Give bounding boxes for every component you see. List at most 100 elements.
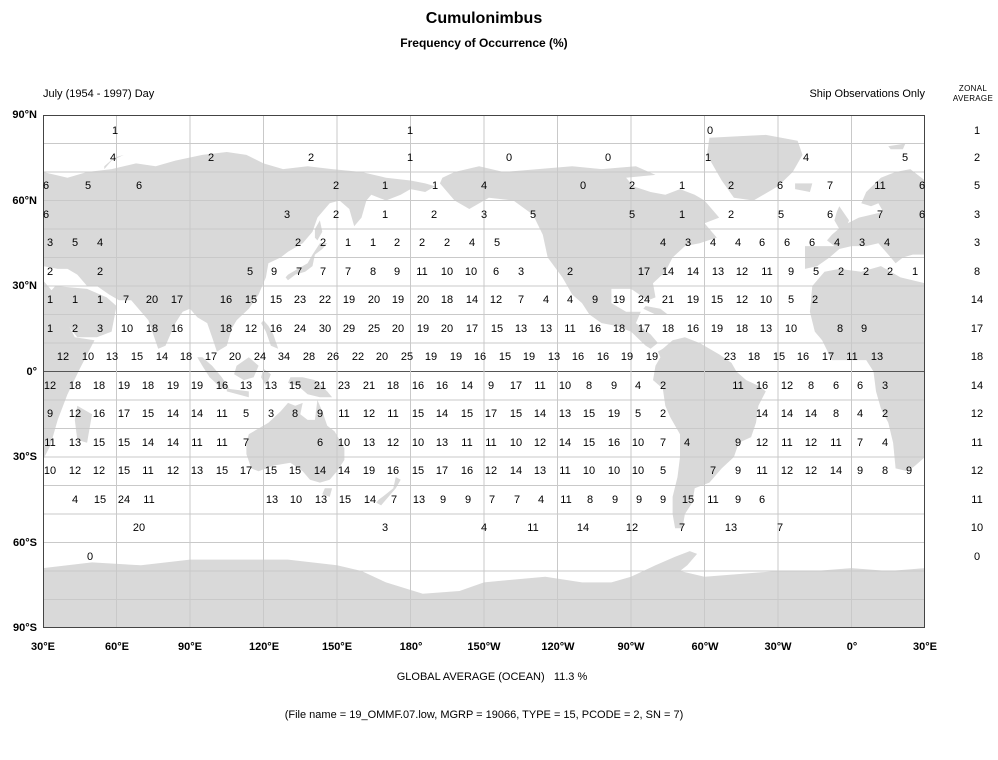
grid-value: 2	[307, 152, 315, 164]
landmass	[322, 488, 333, 497]
grid-value: 19	[416, 323, 430, 335]
landmass	[285, 243, 328, 281]
landmass	[50, 286, 117, 338]
grid-value: 2	[319, 237, 327, 249]
grid-value: 13	[412, 494, 426, 506]
grid-value: 8	[881, 465, 889, 477]
grid-value: 13	[558, 408, 572, 420]
grid-value: 5	[812, 266, 820, 278]
grid-value: 15	[244, 294, 258, 306]
grid-value: 2	[96, 266, 104, 278]
zonal-average-header-line2: AVERAGE	[952, 94, 994, 103]
grid-value: 6	[918, 180, 926, 192]
grid-value: 5	[246, 266, 254, 278]
grid-value: 19	[190, 380, 204, 392]
grid-value: 0	[706, 125, 714, 137]
grid-value: 15	[582, 408, 596, 420]
grid-value: 14	[576, 522, 590, 534]
grid-value: 9	[860, 323, 868, 335]
grid-value: 9	[393, 266, 401, 278]
grid-value: 11	[707, 494, 719, 506]
grid-value: 15	[338, 494, 352, 506]
grid-value: 15	[215, 465, 229, 477]
grid-value: 13	[362, 437, 376, 449]
grid-value: 16	[215, 380, 229, 392]
grid-value: 12	[533, 437, 547, 449]
grid-value: 11	[416, 266, 428, 278]
grid-value: 11	[559, 465, 571, 477]
grid-value: 6	[492, 266, 500, 278]
grid-value: 6	[832, 380, 840, 392]
grid-value: 11	[534, 380, 546, 392]
grid-value: 24	[253, 351, 267, 363]
zonal-average-value: 8	[973, 266, 981, 278]
grid-value: 11	[761, 266, 773, 278]
grid-value: 14	[558, 437, 572, 449]
grid-value: 11	[874, 180, 886, 192]
grid-value: 5	[628, 209, 636, 221]
grid-value: 15	[264, 465, 278, 477]
grid-value: 4	[468, 237, 476, 249]
grid-value: 13	[264, 380, 278, 392]
grid-value: 14	[780, 408, 794, 420]
grid-value: 16	[796, 351, 810, 363]
grid-value: 10	[558, 380, 572, 392]
grid-value: 13	[314, 494, 328, 506]
grid-value: 23	[723, 351, 737, 363]
grid-value: 15	[117, 437, 131, 449]
grid-value: 20	[145, 294, 159, 306]
grid-value: 9	[734, 465, 742, 477]
grid-value: 7	[776, 522, 784, 534]
lat-axis-label: 90°S	[13, 622, 37, 634]
grid-value: 2	[837, 266, 845, 278]
grid-value: 6	[758, 494, 766, 506]
grid-value: 2	[71, 323, 79, 335]
grid-value: 5	[787, 294, 795, 306]
grid-value: 25	[367, 323, 381, 335]
grid-value: 16	[596, 351, 610, 363]
grid-value: 13	[870, 351, 884, 363]
landmass	[314, 220, 323, 241]
grid-value: 14	[190, 408, 204, 420]
lon-axis-label: 30°W	[764, 641, 792, 653]
grid-value: 14	[533, 408, 547, 420]
landmass	[74, 405, 92, 443]
grid-value: 12	[92, 465, 106, 477]
lon-axis-label: 90°E	[178, 641, 202, 653]
grid-value: 12	[484, 465, 498, 477]
grid-value: 17	[821, 351, 835, 363]
grid-value: 14	[829, 465, 843, 477]
grid-value: 2	[881, 408, 889, 420]
landmass	[805, 169, 925, 269]
grid-value: 7	[709, 465, 717, 477]
grid-value: 2	[727, 180, 735, 192]
landmass	[197, 357, 230, 389]
grid-value: 13	[711, 266, 725, 278]
grid-value: 4	[566, 294, 574, 306]
grid-value: 1	[344, 237, 352, 249]
grid-value: 10	[759, 294, 773, 306]
grid-value: 11	[846, 351, 858, 363]
zonal-average-value: 1	[973, 125, 981, 137]
grid-value: 13	[265, 494, 279, 506]
grid-value: 1	[406, 152, 414, 164]
grid-value: 10	[784, 323, 798, 335]
grid-value: 12	[804, 465, 818, 477]
grid-value: 16	[607, 437, 621, 449]
grid-value: 16	[269, 323, 283, 335]
grid-value: 17	[637, 266, 651, 278]
grid-value: 11	[527, 522, 539, 534]
lon-axis-label: 150°W	[467, 641, 501, 653]
lat-axis-label: 60°N	[12, 195, 37, 207]
landmass	[795, 183, 813, 192]
grid-value: 2	[46, 266, 54, 278]
grid-value: 7	[344, 266, 352, 278]
grid-value: 12	[780, 380, 794, 392]
grid-value: 6	[826, 209, 834, 221]
grid-value: 23	[293, 294, 307, 306]
grid-value: 15	[288, 380, 302, 392]
grid-value: 3	[858, 237, 866, 249]
lon-axis-label: 180°	[399, 641, 423, 653]
grid-value: 12	[625, 522, 639, 534]
zonal-average-value: 5	[973, 180, 981, 192]
